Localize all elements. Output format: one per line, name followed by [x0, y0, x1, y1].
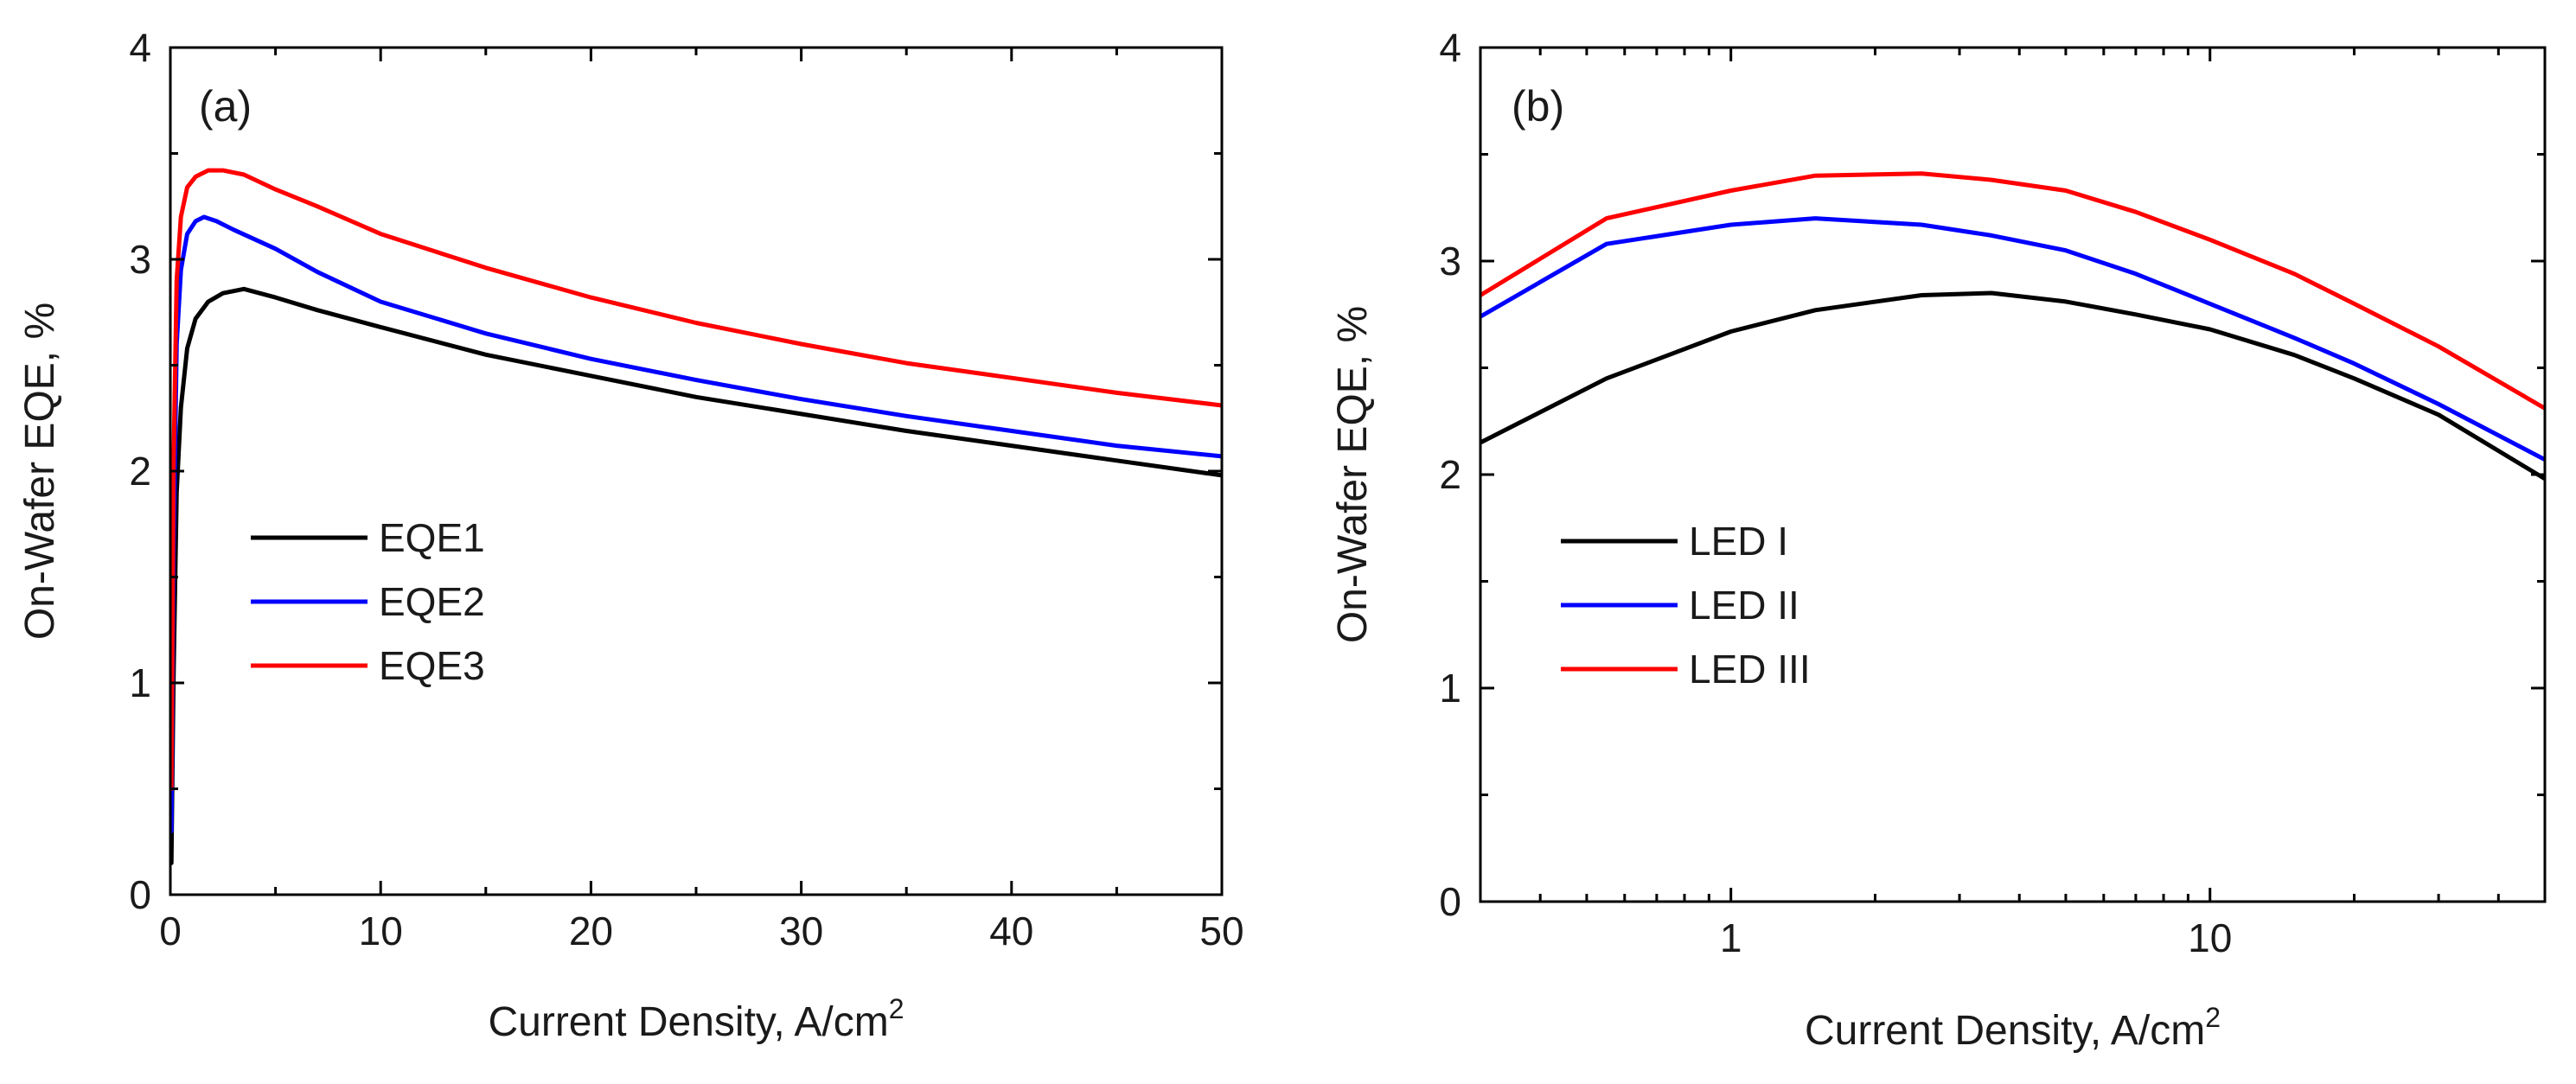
y-axis-title: On-Wafer EQE, % [1330, 306, 1376, 643]
y-tick-label: 0 [129, 872, 151, 917]
x-tick-label: 10 [2188, 915, 2232, 960]
y-axis-title: On-Wafer EQE, % [17, 303, 63, 640]
x-tick-label: 50 [1199, 909, 1243, 953]
plot-frame [1479, 46, 2547, 903]
series-line-eqe2 [170, 214, 1222, 833]
series-line-eqe1 [170, 286, 1222, 865]
legend-label: EQE1 [379, 515, 485, 560]
x-tick-label: 20 [569, 909, 613, 953]
legend-label: LED I [1689, 519, 1788, 564]
series-line-led-iii [1480, 171, 2545, 411]
x-tick-label: 0 [159, 909, 182, 953]
y-tick-label: 0 [1439, 879, 1461, 924]
legend-label: LED II [1689, 583, 1799, 628]
x-axis-title: Current Density, A/cm2 [1805, 1002, 2221, 1054]
plot-frame [169, 46, 1224, 896]
x-tick-label: 40 [989, 909, 1033, 953]
x-tick-label: 1 [1720, 915, 1742, 960]
x-axis-title-superscript: 2 [2205, 1002, 2221, 1033]
legend-label: LED III [1689, 647, 1811, 692]
y-tick-label: 1 [129, 660, 151, 705]
y-tick-label: 1 [1439, 666, 1461, 711]
panel-label: (b) [1512, 82, 1564, 131]
x-tick-label: 30 [779, 909, 823, 953]
panel-label: (a) [199, 82, 252, 131]
y-tick-label: 4 [129, 25, 151, 70]
x-axis-title-superscript: 2 [889, 993, 904, 1024]
legend-label: EQE2 [379, 579, 485, 624]
series-line-led-i [1480, 290, 2545, 481]
y-tick-label: 3 [129, 237, 151, 282]
y-tick-label: 4 [1439, 25, 1461, 70]
series-line-led-ii [1480, 216, 2545, 462]
y-tick-label: 3 [1439, 239, 1461, 284]
panel-b: 0 1 2 3 4 1 10 (b) Current Density, A/cm2 On-Wafe… [1330, 25, 2547, 1054]
x-axis-title: Current Density, A/cm2 [488, 993, 904, 1045]
y-tick-label: 2 [1439, 452, 1461, 497]
x-tick-label: 10 [359, 909, 403, 953]
y-tick-label: 2 [129, 449, 151, 494]
series-line-eqe3 [170, 168, 1222, 791]
legend-label: EQE3 [379, 643, 485, 688]
